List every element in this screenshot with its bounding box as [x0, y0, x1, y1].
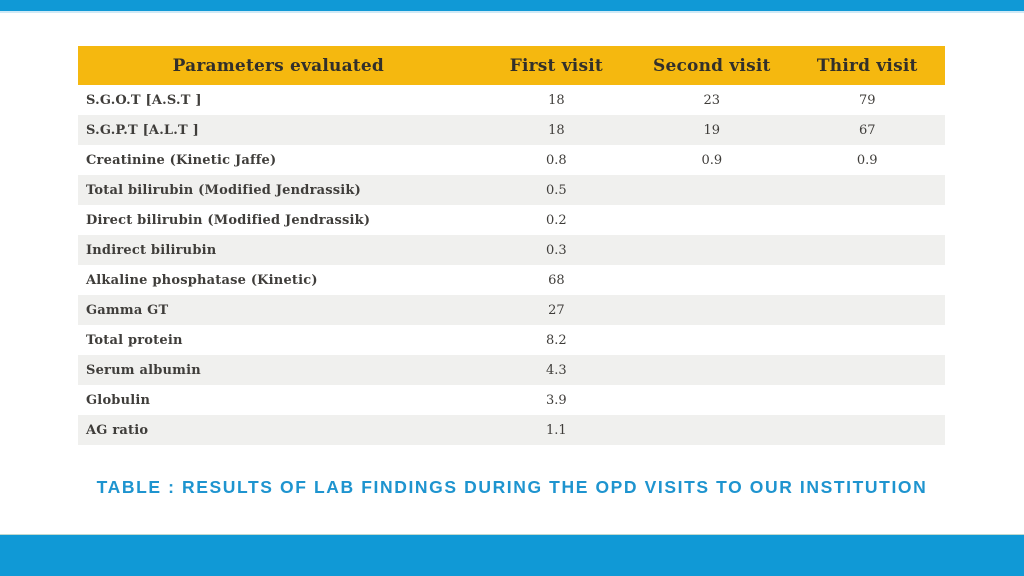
third-visit-cell: 0.9 — [856, 152, 878, 168]
third-visit-cell — [789, 295, 945, 325]
table-row: Total protein 8.2 — [78, 325, 945, 355]
table-row: S.G.O.T [A.S.T ] 18 23 79 — [78, 85, 945, 115]
table-row: S.G.P.T [A.L.T ] 18 19 67 — [78, 115, 945, 145]
column-header-second-visit: Second visit — [634, 46, 790, 85]
first-visit-cell: 68 — [548, 272, 565, 288]
second-visit-cell — [634, 415, 790, 445]
bottom-accent-bar — [0, 534, 1024, 576]
second-visit-cell — [634, 355, 790, 385]
column-header-third-visit: Third visit — [789, 46, 945, 85]
parameter-cell: AG ratio — [78, 415, 479, 445]
first-visit-cell: 18 — [478, 115, 635, 145]
first-visit-cell: 3.9 — [545, 392, 567, 408]
third-visit-cell — [789, 415, 945, 445]
first-visit-cell: 27 — [478, 295, 635, 325]
third-visit-cell — [790, 325, 945, 355]
third-visit-cell: 67 — [789, 115, 945, 145]
table-row: Indirect bilirubin 0.3 — [78, 235, 945, 265]
table-row: Creatinine (Kinetic Jaffe) 0.8 0.9 0.9 — [78, 145, 945, 175]
third-visit-cell — [790, 385, 945, 415]
second-visit-cell — [634, 175, 790, 205]
table-row: Gamma GT 27 — [78, 295, 945, 325]
third-visit-cell — [789, 355, 945, 385]
second-visit-cell: 19 — [634, 115, 790, 145]
parameter-cell: Globulin — [86, 392, 151, 408]
parameter-cell: Total bilirubin (Modified Jendrassik) — [78, 175, 479, 205]
parameter-cell: S.G.P.T [A.L.T ] — [78, 115, 479, 145]
second-visit-cell — [634, 205, 789, 235]
second-visit-cell: 23 — [703, 92, 721, 108]
third-visit-cell — [790, 205, 945, 235]
third-visit-cell — [790, 265, 945, 295]
table-header: Parameters evaluated First visit Second … — [78, 46, 945, 85]
first-visit-cell: 0.5 — [478, 175, 635, 205]
lab-results-table: Parameters evaluated First visit Second … — [78, 46, 945, 445]
parameter-cell: Total protein — [86, 332, 183, 348]
table-row: Direct bilirubin (Modified Jendrassik) 0.… — [78, 205, 945, 235]
second-visit-cell — [634, 235, 790, 265]
first-visit-cell: 0.8 — [545, 152, 567, 168]
first-visit-cell: 4.3 — [478, 355, 635, 385]
table-row: Total bilirubin (Modified Jendrassik) 0.5 — [78, 175, 945, 205]
lab-results-table-container: Parameters evaluated First visit Second … — [78, 46, 945, 445]
second-visit-cell — [634, 385, 789, 415]
table-caption: TABLE : RESULTS OF LAB FINDINGS DURING T… — [96, 477, 928, 497]
parameter-cell: Alkaline phosphatase (Kinetic) — [86, 272, 318, 288]
third-visit-cell — [789, 175, 945, 205]
parameter-cell: Serum albumin — [78, 355, 479, 385]
table-row: Globulin 3.9 — [78, 385, 945, 415]
first-visit-cell: 1.1 — [478, 415, 635, 445]
first-visit-cell: 8.2 — [545, 332, 567, 348]
first-visit-cell: 0.3 — [478, 235, 635, 265]
first-visit-cell: 18 — [548, 92, 565, 108]
top-accent-bar — [0, 0, 1024, 13]
table-row: AG ratio 1.1 — [78, 415, 945, 445]
column-header-first-visit: First visit — [478, 46, 635, 85]
table-header-row: Parameters evaluated First visit Second … — [78, 46, 945, 85]
second-visit-cell — [634, 265, 789, 295]
table-row: Alkaline phosphatase (Kinetic) 68 — [78, 265, 945, 295]
parameter-cell: Creatinine (Kinetic Jaffe) — [86, 152, 277, 168]
second-visit-cell — [634, 325, 789, 355]
column-header-parameters: Parameters evaluated — [78, 46, 479, 85]
parameter-cell: Indirect bilirubin — [78, 235, 479, 265]
parameter-cell: Direct bilirubin (Modified Jendrassik) — [86, 212, 371, 228]
second-visit-cell: 0.9 — [701, 152, 723, 168]
table-body: S.G.O.T [A.S.T ] 18 23 79 S.G.P.T [A.L.T ] 18… — [78, 85, 945, 445]
third-visit-cell: 79 — [858, 92, 876, 108]
table-row: Serum albumin 4.3 — [78, 355, 945, 385]
parameter-cell: S.G.O.T [A.S.T ] — [86, 92, 202, 108]
first-visit-cell: 0.2 — [545, 212, 567, 228]
second-visit-cell — [634, 295, 790, 325]
third-visit-cell — [789, 235, 945, 265]
parameter-cell: Gamma GT — [78, 295, 479, 325]
